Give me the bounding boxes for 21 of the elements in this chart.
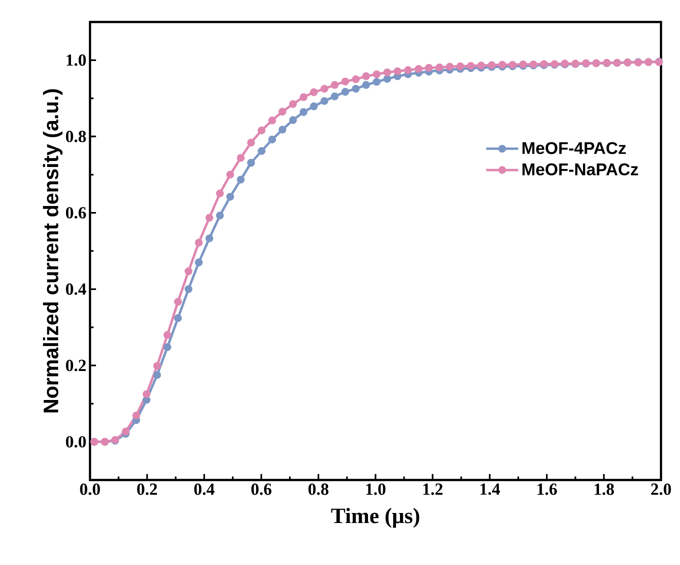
y-tick-label: 0.4 bbox=[66, 283, 86, 295]
y-tick-label: 1.0 bbox=[66, 54, 86, 66]
legend-label: MeOF-NaPACz bbox=[522, 163, 638, 176]
x-tick-label: 2.0 bbox=[651, 484, 671, 495]
x-tick-label: 0.0 bbox=[80, 484, 100, 495]
x-tick-label: 0.2 bbox=[137, 484, 157, 495]
legend-label: MeOF-4PACz bbox=[522, 142, 626, 154]
x-axis-title: Time (μs) bbox=[331, 508, 420, 528]
x-tick-label: 1.6 bbox=[538, 484, 557, 495]
x-tick-label: 1.8 bbox=[594, 484, 614, 495]
x-tick-label: 0.6 bbox=[251, 484, 272, 495]
x-tick-label: 1.2 bbox=[423, 484, 442, 495]
y-tick-label: 0.2 bbox=[66, 360, 86, 372]
y-axis-title: Normalized current density (a.u.) bbox=[42, 89, 62, 412]
x-tick-label: 1.0 bbox=[366, 484, 386, 495]
y-tick-label: 0.6 bbox=[66, 207, 86, 219]
x-tick-label: 0.4 bbox=[194, 484, 214, 495]
y-tick-label: 0.0 bbox=[66, 436, 86, 448]
y-tick-label: 0.8 bbox=[66, 130, 86, 142]
x-tick-label: 0.8 bbox=[308, 484, 328, 495]
x-tick-label: 1.4 bbox=[480, 484, 500, 495]
